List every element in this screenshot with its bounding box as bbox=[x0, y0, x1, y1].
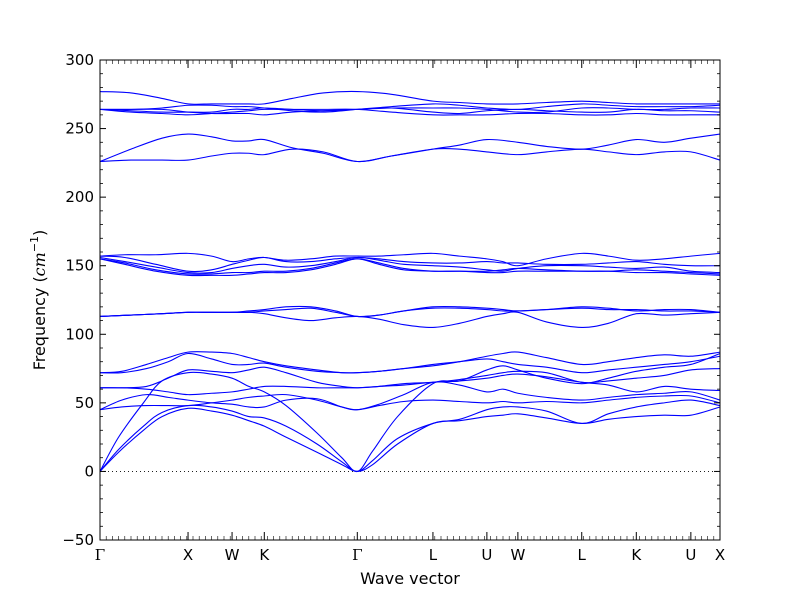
phonon-branch-12 bbox=[99, 305, 721, 318]
y-axis-title-exponent: −1 bbox=[28, 236, 41, 252]
x-tick-label: X bbox=[183, 546, 193, 564]
phonon-branch-7 bbox=[99, 366, 721, 389]
phonon-branch-20 bbox=[99, 108, 720, 116]
y-tick-label: 200 bbox=[65, 188, 94, 206]
phonon-branch-24 bbox=[99, 90, 720, 105]
phonon-branch-22 bbox=[100, 107, 721, 116]
phonon-branch-14 bbox=[99, 255, 721, 273]
x-tick-label: W bbox=[510, 546, 525, 564]
y-tick-label: 50 bbox=[75, 394, 94, 412]
y-axis-title: Frequency (cm−1) bbox=[28, 230, 49, 371]
x-tick-label: L bbox=[578, 546, 587, 564]
plot-area bbox=[99, 90, 721, 472]
phonon-branch-5 bbox=[99, 381, 721, 411]
y-tick-label: −50 bbox=[62, 531, 94, 549]
x-tick-label: X bbox=[715, 546, 725, 564]
y-tick-label: 100 bbox=[65, 325, 94, 343]
phonon-branch-4 bbox=[99, 393, 721, 411]
y-tick-label: 300 bbox=[65, 51, 94, 69]
x-tick-label: L bbox=[429, 546, 438, 564]
y-axis-title-suffix: ) bbox=[30, 230, 49, 236]
x-tick-label: K bbox=[631, 546, 642, 564]
phonon-branch-19 bbox=[99, 133, 721, 163]
y-axis-title-prefix: Frequency ( bbox=[30, 276, 49, 370]
phonon-branch-9 bbox=[99, 351, 721, 374]
y-tick-label: 150 bbox=[65, 257, 94, 275]
y-tick-label: 250 bbox=[65, 120, 94, 138]
phonon-branch-17 bbox=[99, 258, 721, 277]
phonon-branch-1 bbox=[99, 406, 721, 472]
x-axis-title: Wave vector bbox=[360, 569, 460, 588]
y-tick-label: 0 bbox=[84, 462, 94, 480]
x-tick-label: W bbox=[225, 546, 240, 564]
phonon-branch-15 bbox=[99, 256, 721, 274]
phonon-branch-3 bbox=[99, 352, 721, 472]
x-tick-label: U bbox=[685, 546, 696, 564]
phonon-branch-23 bbox=[99, 103, 721, 113]
phonon-branch-13 bbox=[99, 252, 721, 267]
y-axis-ticks: −50 0 50 100 150 200 250 300 bbox=[62, 51, 720, 549]
x-tick-label: U bbox=[481, 546, 492, 564]
x-tick-label: Γ bbox=[95, 546, 105, 564]
y-axis-title-unit: cm bbox=[30, 252, 49, 276]
x-tick-label: K bbox=[259, 546, 270, 564]
x-tick-label: Γ bbox=[352, 546, 362, 564]
axes-frame bbox=[99, 59, 721, 541]
